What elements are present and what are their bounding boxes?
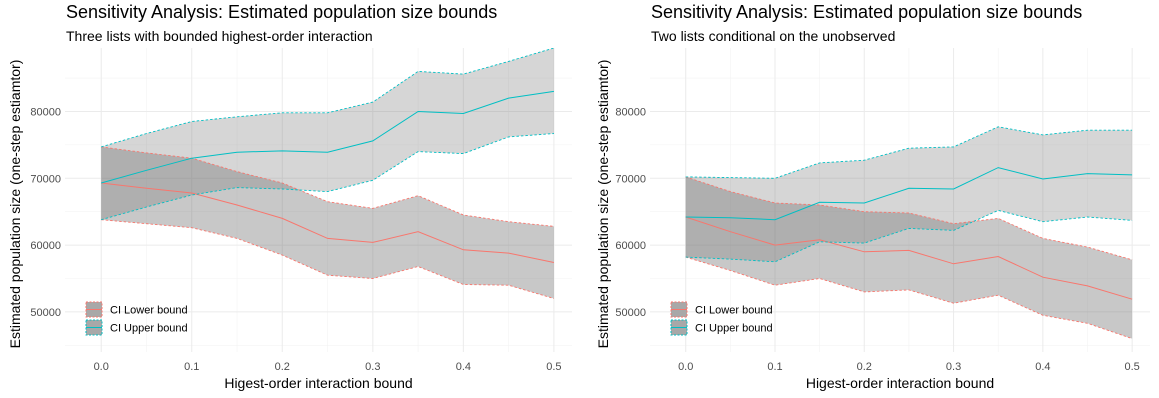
y-tick-label: 80000	[30, 106, 61, 118]
y-tick-label: 50000	[615, 307, 646, 319]
x-tick-label: 0.5	[546, 361, 561, 373]
y-axis-title: Estimated population size (one-step esti…	[7, 60, 23, 349]
x-axis-title: Higest-order interaction bound	[806, 375, 994, 391]
grid	[650, 48, 1150, 352]
x-tick-label: 0.4	[456, 361, 471, 373]
series-lower-estimate	[101, 182, 555, 263]
y-tick-label: 50000	[30, 307, 61, 319]
series-lower-ci-high	[101, 146, 554, 227]
chart-title: Sensitivity Analysis: Estimated populati…	[66, 2, 498, 22]
legend: CI Lower bound CI Upper bound	[670, 301, 773, 336]
legend: CI Lower bound CI Upper bound	[85, 301, 188, 336]
chart-subtitle: Two lists conditional on the unobserved	[651, 28, 896, 44]
series-upper-estimate	[685, 167, 1133, 221]
x-tick-label: 0.5	[1124, 361, 1139, 373]
chart-title: Sensitivity Analysis: Estimated populati…	[651, 2, 1083, 22]
ci-band-lower	[685, 176, 1133, 339]
legend-label-upper: CI Upper bound	[695, 323, 773, 335]
grid	[65, 48, 572, 352]
legend-label-upper: CI Upper bound	[110, 323, 188, 335]
series-lines	[101, 48, 555, 299]
series-upper-ci-low	[101, 133, 554, 221]
y-tick-label: 60000	[30, 240, 61, 252]
ci-band-upper	[101, 48, 554, 220]
chart-svg-left: 0.0 0.1 0.2 0.3 0.4 0.5 50000 60000 70000 80000 Hi…	[7, 48, 572, 391]
y-axis-title: Estimated population size (one-step esti…	[595, 60, 611, 349]
x-tick-label: 0.2	[857, 361, 872, 373]
series-upper-estimate	[101, 90, 554, 184]
x-tick-label: 0.3	[365, 361, 380, 373]
ci-bands	[685, 126, 1133, 339]
x-axis-title: Higest-order interaction bound	[224, 375, 412, 391]
x-tick-label: 0.4	[1035, 361, 1050, 373]
ci-bands	[101, 48, 554, 299]
x-tick-label: 0.2	[275, 361, 290, 373]
y-tick-label: 70000	[615, 173, 646, 185]
chart-panel-left: 0.0 0.1 0.2 0.3 0.4 0.5 50000 60000 70000 80000 Hi…	[7, 2, 572, 391]
x-tick-label: 0.0	[94, 361, 109, 373]
y-tick-label: 60000	[615, 240, 646, 252]
legend-label-lower: CI Lower bound	[695, 305, 773, 317]
series-lower-estimate	[685, 216, 1133, 300]
x-tick-label: 0.1	[767, 361, 782, 373]
chart-panel-right: 0.0 0.1 0.2 0.3 0.4 0.5 50000 60000 70000 80000 Hi…	[588, 0, 1159, 398]
series-lower-ci-low	[685, 256, 1133, 340]
series-upper-ci-high	[685, 126, 1133, 179]
legend-label-lower: CI Lower bound	[110, 305, 188, 317]
axis-labels: 0.0 0.1 0.2 0.3 0.4 0.5 50000 60000 70000 80000	[615, 106, 1139, 373]
ci-band-lower	[101, 146, 554, 299]
series-upper-ci-high	[101, 48, 555, 148]
axis-labels: 0.0 0.1 0.2 0.3 0.4 0.5 50000 60000 70000 80000	[30, 106, 561, 373]
y-tick-label: 70000	[30, 173, 61, 185]
series-upper-ci-low	[685, 209, 1133, 263]
y-tick-label: 80000	[615, 106, 646, 118]
chart-svg-right: 0.0 0.1 0.2 0.3 0.4 0.5 50000 60000 70000 80000 Hi…	[595, 48, 1150, 391]
series-lines	[685, 126, 1133, 340]
chart-subtitle: Three lists with bounded highest-order i…	[66, 28, 373, 44]
x-tick-label: 0.3	[946, 361, 961, 373]
ci-band-upper	[685, 126, 1133, 262]
x-tick-label: 0.0	[678, 361, 693, 373]
series-lower-ci-low	[101, 219, 555, 299]
x-tick-label: 0.1	[184, 361, 199, 373]
series-lower-ci-high	[685, 176, 1133, 261]
